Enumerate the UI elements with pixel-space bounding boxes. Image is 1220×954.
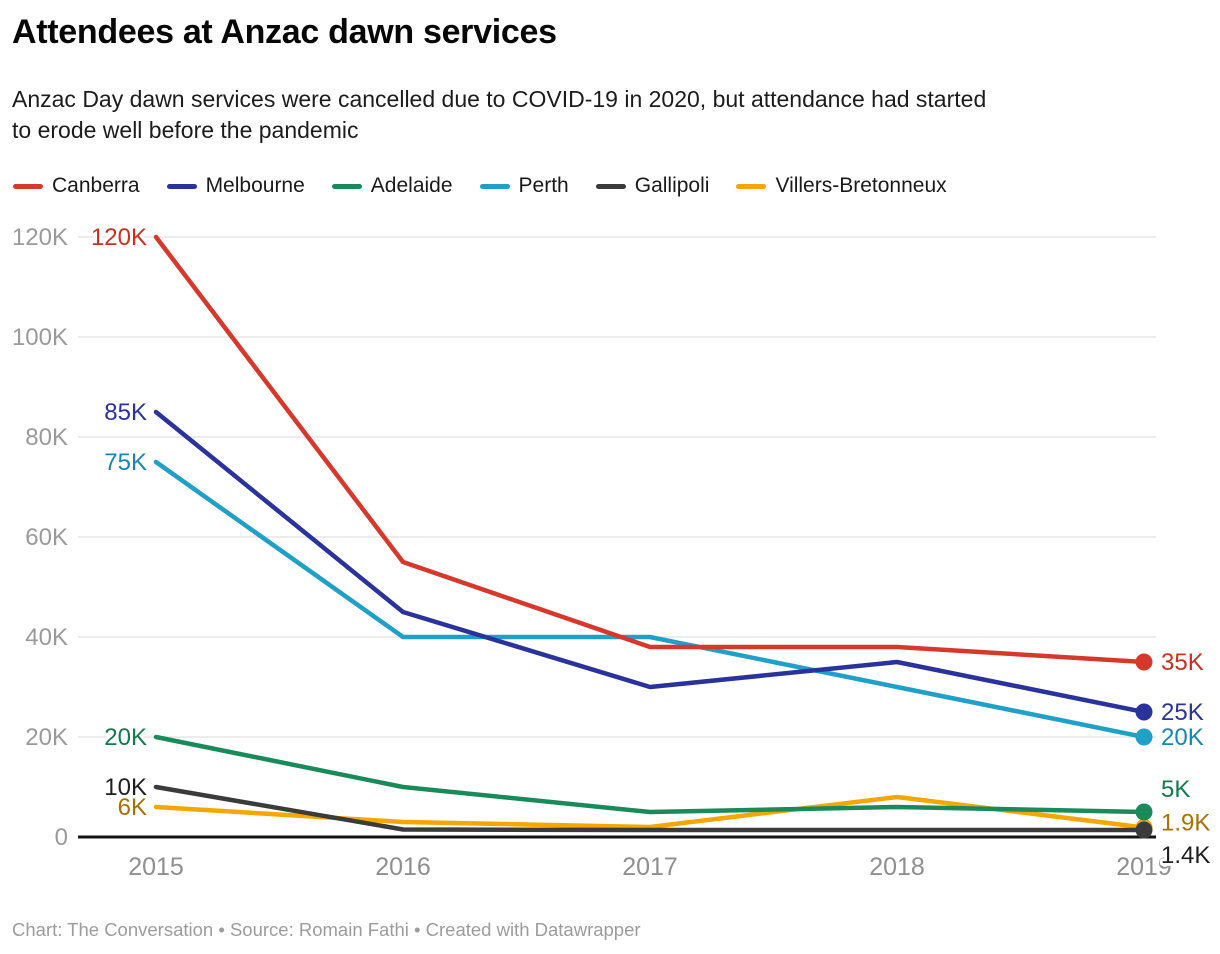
- legend-swatch: [595, 183, 626, 189]
- y-tick-label: 60K: [25, 524, 68, 551]
- y-tick-label: 80K: [25, 424, 68, 451]
- series-start-label: 6K: [118, 794, 147, 821]
- series-perth: [153, 459, 1153, 746]
- legend-item-melbourne: Melbourne: [166, 174, 305, 198]
- chart-title: Attendees at Anzac dawn services: [12, 13, 557, 51]
- legend-label: Adelaide: [370, 174, 453, 197]
- y-tick-label: 20K: [25, 724, 68, 751]
- x-tick-label: 2015: [128, 853, 184, 881]
- series-melbourne: [153, 409, 1153, 721]
- legend-item-canberra: Canberra: [13, 174, 140, 198]
- legend-label: Gallipoli: [634, 174, 710, 197]
- legend-item-perth: Perth: [479, 174, 569, 198]
- legend-label: Melbourne: [205, 174, 305, 197]
- legend-label: Perth: [518, 174, 569, 197]
- legend-label: Villers-Bretonneux: [775, 174, 947, 197]
- legend-swatch: [331, 183, 362, 189]
- series-end-label: 20K: [1161, 724, 1204, 751]
- x-tick-label: 2016: [375, 853, 431, 881]
- legend-item-adelaide: Adelaide: [331, 174, 453, 198]
- y-tick-label: 100K: [12, 324, 68, 351]
- legend-label: Canberra: [52, 174, 140, 197]
- y-tick-label: 0: [55, 824, 68, 851]
- chart-subtitle: Anzac Day dawn services were cancelled d…: [12, 84, 986, 146]
- series-end-label: 1.4K: [1161, 842, 1210, 869]
- x-tick-label: 2019: [1116, 853, 1172, 881]
- x-tick-label: 2017: [622, 853, 678, 881]
- legend-swatch: [13, 183, 43, 189]
- y-tick-label: 120K: [12, 224, 68, 251]
- x-tick-label: 2018: [869, 853, 925, 881]
- series-start-label: 10K: [104, 774, 147, 801]
- chart-subtitle-line1: Anzac Day dawn services were cancelled d…: [12, 86, 987, 112]
- series-start-label: 85K: [104, 399, 147, 426]
- legend-swatch: [479, 183, 510, 189]
- series-end-label: 35K: [1161, 649, 1204, 676]
- legend: Canberra Melbourne Adelaide Perth Gallipoli V…: [13, 173, 947, 199]
- chart-subtitle-line2: to erode well before the pandemic: [12, 117, 359, 143]
- legend-swatch: [166, 183, 197, 189]
- series-end-label: 1.9K: [1161, 810, 1210, 837]
- y-tick-label: 40K: [25, 624, 68, 651]
- series-end-label: 5K: [1161, 776, 1190, 803]
- legend-item-gallipoli: Gallipoli: [595, 174, 710, 198]
- series-adelaide: [153, 734, 1153, 821]
- series-start-label: 120K: [91, 224, 147, 251]
- series-gallipoli: [153, 784, 1153, 839]
- legend-item-villers-bretonneux: Villers-Bretonneux: [736, 174, 947, 198]
- chart-credit: Chart: The Conversation • Source: Romain…: [12, 919, 641, 940]
- series-canberra: [153, 234, 1153, 671]
- legend-swatch: [736, 183, 767, 189]
- series-end-label: 25K: [1161, 699, 1204, 726]
- series-start-label: 75K: [104, 449, 147, 476]
- series-start-label: 20K: [104, 724, 147, 751]
